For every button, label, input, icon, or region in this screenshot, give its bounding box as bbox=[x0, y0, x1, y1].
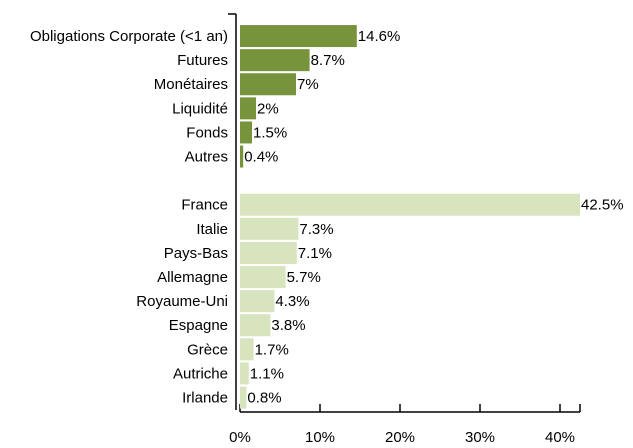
value-label: 4.3% bbox=[275, 293, 309, 310]
bar bbox=[240, 338, 254, 361]
bar bbox=[240, 121, 252, 144]
category-label: Allemagne bbox=[157, 269, 228, 286]
value-label: 1.1% bbox=[250, 365, 284, 382]
bar bbox=[240, 266, 286, 289]
category-label: Royaume-Uni bbox=[136, 293, 228, 310]
x-tick-label: 0% bbox=[229, 429, 251, 446]
value-label: 1.7% bbox=[255, 341, 289, 358]
bar bbox=[240, 314, 271, 337]
category-label: Monétaires bbox=[154, 76, 228, 93]
category-label: Autres bbox=[185, 149, 228, 166]
bar bbox=[240, 193, 580, 216]
bar bbox=[240, 217, 299, 240]
value-label: 1.5% bbox=[253, 124, 287, 141]
category-label: Grèce bbox=[187, 341, 228, 358]
value-label: 0.8% bbox=[247, 390, 281, 407]
bar bbox=[240, 362, 249, 385]
x-tick-label: 40% bbox=[545, 429, 575, 446]
category-label: Futures bbox=[177, 52, 228, 69]
value-label: 0.4% bbox=[244, 149, 278, 166]
category-label: Obligations Corporate (<1 an) bbox=[30, 28, 228, 45]
value-label: 3.8% bbox=[271, 317, 305, 334]
category-label: Irlande bbox=[182, 390, 228, 407]
x-tick-label: 30% bbox=[465, 429, 495, 446]
bar bbox=[240, 290, 275, 313]
bar bbox=[240, 49, 310, 72]
category-label: Espagne bbox=[169, 317, 228, 334]
category-label: Liquidité bbox=[172, 100, 228, 117]
value-label: 14.6% bbox=[358, 28, 401, 45]
value-label: 8.7% bbox=[311, 52, 345, 69]
bar bbox=[240, 386, 247, 409]
x-tick-label: 20% bbox=[385, 429, 415, 446]
category-label: Pays-Bas bbox=[164, 245, 228, 262]
value-label: 2% bbox=[257, 100, 279, 117]
category-label: Italie bbox=[196, 221, 228, 238]
category-label: France bbox=[181, 197, 228, 214]
value-label: 5.7% bbox=[287, 269, 321, 286]
value-label: 7.1% bbox=[298, 245, 332, 262]
category-label: Autriche bbox=[173, 365, 228, 382]
value-label: 7.3% bbox=[299, 221, 333, 238]
bar bbox=[240, 25, 357, 48]
category-label: Fonds bbox=[186, 124, 228, 141]
value-label: 42.5% bbox=[581, 197, 624, 214]
value-label: 7% bbox=[297, 76, 319, 93]
x-tick-label: 10% bbox=[305, 429, 335, 446]
bar bbox=[240, 241, 297, 264]
bar bbox=[240, 97, 256, 120]
bar bbox=[240, 73, 296, 96]
bar bbox=[240, 145, 244, 168]
